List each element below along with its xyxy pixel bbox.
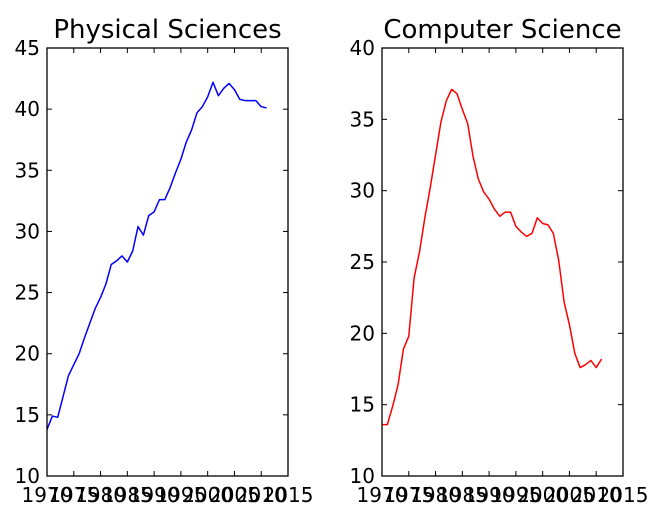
x-tick-label: 1990: [464, 483, 515, 507]
chart-title: Computer Science: [383, 15, 621, 45]
x-tick-label: 2000: [182, 483, 233, 507]
y-tick-label: 15: [350, 393, 375, 417]
x-tick-label: 1975: [48, 483, 99, 507]
x-tick-label: 1990: [129, 483, 180, 507]
y-tick-label: 15: [15, 403, 40, 427]
y-tick-label: 10: [350, 464, 375, 488]
x-tick-label: 2010: [571, 483, 622, 507]
x-tick-label: 1970: [22, 483, 73, 507]
x-tick-label: 1995: [490, 483, 541, 507]
x-tick-label: 1980: [75, 483, 126, 507]
x-tick-label: 2005: [209, 483, 260, 507]
x-tick-label: 2015: [263, 483, 314, 507]
x-tick-label: 1975: [383, 483, 434, 507]
y-tick-label: 25: [15, 281, 40, 305]
y-tick-label: 40: [15, 97, 40, 121]
y-tick-label: 30: [350, 179, 375, 203]
chart-panel-1: Physical Sciences 10 15 20 25 30 35 40 45 1970197…: [15, 15, 314, 507]
chart-title: Physical Sciences: [53, 15, 281, 45]
x-tick-label: 1980: [410, 483, 461, 507]
x-tick-label: 1970: [357, 483, 408, 507]
y-tick-label: 10: [15, 464, 40, 488]
x-tick-label: 2005: [544, 483, 595, 507]
x-tick-label: 2000: [517, 483, 568, 507]
y-tick-label: 40: [350, 36, 375, 60]
y-tick-label: 45: [15, 36, 40, 60]
y-tick-label: 35: [15, 158, 40, 182]
series-line: [382, 88, 603, 426]
x-tick-label: 1985: [437, 483, 488, 507]
y-tick-label: 20: [15, 342, 40, 366]
series-line: [46, 81, 267, 430]
plot-frame: [46, 47, 289, 477]
chart-panel-2: Computer Science101520253035401970197519…: [350, 15, 649, 507]
y-tick-label: 35: [350, 107, 375, 131]
x-tick-label: 2010: [236, 483, 287, 507]
y-tick-label: 30: [15, 219, 40, 243]
x-tick-label: 1985: [102, 483, 153, 507]
x-tick-label: 2015: [598, 483, 649, 507]
y-tick-label: 25: [350, 250, 375, 274]
x-tick-label: 1995: [155, 483, 206, 507]
y-tick-label: 20: [350, 321, 375, 345]
